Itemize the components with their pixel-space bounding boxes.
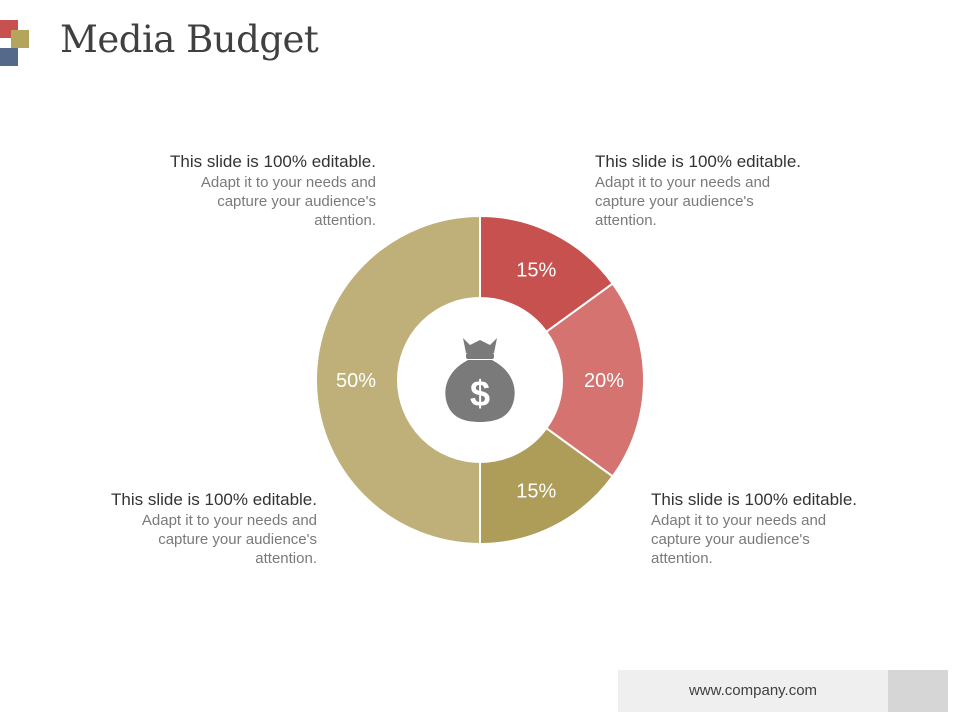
callout-line: attention. xyxy=(314,212,376,229)
chart-slice-labels: 15% 20% 15% 50% xyxy=(336,260,624,503)
chart-slice-label-1: 15% xyxy=(516,260,556,282)
callout-heading: This slide is 100% editable. xyxy=(110,490,317,509)
money-bag-icon: $ xyxy=(445,338,515,422)
footer-url: www.company.com xyxy=(688,682,818,699)
callout-line: Adapt it to your needs and xyxy=(595,174,771,191)
callout-line: attention. xyxy=(255,550,317,567)
logo-square-blue xyxy=(0,48,18,66)
chart-slice-label-4: 50% xyxy=(336,370,376,392)
callout-line: capture your audience's xyxy=(217,193,376,210)
callout-bottom-right: This slide is 100% editable. Adapt it to… xyxy=(651,489,901,568)
money-bag-tie-icon xyxy=(466,353,494,359)
money-bag-body-icon xyxy=(445,360,515,422)
logo-squares xyxy=(0,20,40,70)
dollar-sign-icon: $ xyxy=(470,373,490,414)
money-bag-knot-icon xyxy=(463,338,497,353)
callout-line: attention. xyxy=(651,550,713,567)
chart-slice-label-2: 20% xyxy=(584,370,624,392)
callout-line: capture your audience's xyxy=(595,193,754,210)
callout-line: Adapt it to your needs and xyxy=(141,512,317,529)
callout-line: attention. xyxy=(595,212,657,229)
callout-line: capture your audience's xyxy=(651,531,810,548)
callout-heading: This slide is 100% editable. xyxy=(651,490,858,509)
chart-slice-2 xyxy=(544,282,645,478)
callout-top-left: This slide is 100% editable. Adapt it to… xyxy=(126,151,376,230)
footer-accent-block xyxy=(888,670,948,712)
callout-bottom-left: This slide is 100% editable. Adapt it to… xyxy=(67,489,317,568)
callout-heading: This slide is 100% editable. xyxy=(169,152,376,171)
chart-slice-4 xyxy=(315,214,481,546)
page-title: Media Budget xyxy=(60,18,319,61)
chart-slices xyxy=(315,214,645,546)
callout-top-right: This slide is 100% editable. Adapt it to… xyxy=(595,151,845,230)
callout-line: capture your audience's xyxy=(158,531,317,548)
chart-slice-label-3: 15% xyxy=(516,480,556,502)
callout-line: Adapt it to your needs and xyxy=(200,174,376,191)
callout-heading: This slide is 100% editable. xyxy=(595,152,802,171)
logo-square-gold xyxy=(11,30,29,48)
footer-bar: www.company.com xyxy=(618,670,948,712)
callout-line: Adapt it to your needs and xyxy=(651,512,827,529)
